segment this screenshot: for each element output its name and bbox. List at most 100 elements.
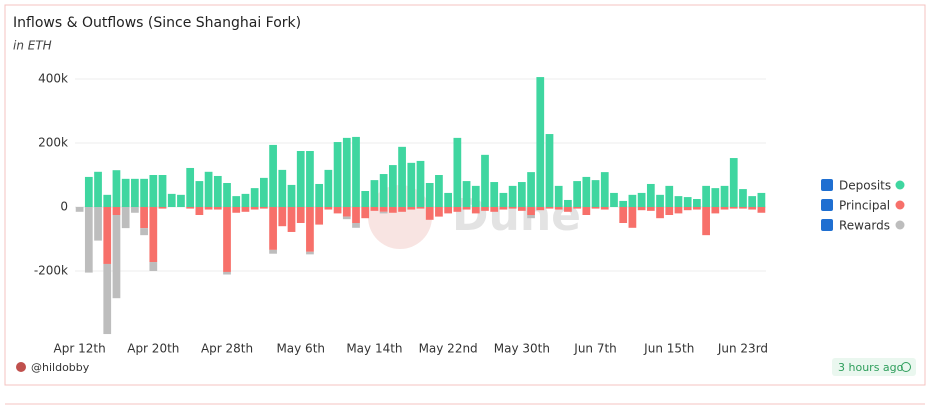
bar — [324, 169, 333, 207]
legend-swatch — [895, 200, 905, 210]
bar — [490, 207, 499, 212]
x-tick-label: May 22nd — [419, 342, 478, 356]
bar — [379, 207, 388, 212]
bar — [554, 207, 563, 210]
bar — [517, 182, 526, 207]
author: @hildobby — [31, 361, 90, 374]
bar — [388, 165, 397, 207]
bar — [739, 207, 747, 209]
bar — [370, 180, 379, 207]
bar — [656, 194, 664, 207]
bar — [637, 207, 646, 211]
bar — [453, 137, 462, 207]
bar — [306, 207, 314, 252]
bar — [250, 207, 259, 210]
legend-swatch — [895, 180, 905, 190]
bar — [573, 207, 581, 209]
bar — [84, 176, 93, 207]
bar — [177, 194, 185, 207]
updated-badge — [832, 358, 916, 376]
bar — [121, 207, 130, 229]
bar — [250, 188, 259, 207]
bar — [665, 185, 674, 207]
bar — [112, 170, 121, 207]
bar — [646, 183, 655, 207]
bar — [527, 172, 535, 207]
bar — [591, 180, 600, 207]
bar — [223, 271, 231, 275]
bar — [149, 175, 158, 207]
x-tick-label: Jun 15th — [643, 342, 694, 356]
y-tick-label: 200k — [38, 136, 68, 150]
x-tick-label: May 30th — [494, 342, 550, 356]
bar — [84, 207, 93, 273]
bar — [269, 207, 277, 250]
bar — [342, 207, 351, 217]
bar — [158, 207, 167, 209]
legend-checkbox — [821, 219, 833, 231]
bar — [195, 181, 204, 207]
bar — [425, 207, 434, 220]
bar — [416, 207, 425, 209]
bar — [223, 207, 231, 272]
bar — [103, 207, 112, 264]
bar — [407, 207, 416, 210]
bar — [370, 207, 379, 211]
bar — [140, 207, 148, 229]
x-tick-label: Apr 12th — [54, 342, 106, 356]
bar — [352, 207, 360, 223]
bar — [278, 169, 287, 207]
bar — [435, 175, 443, 207]
bar — [287, 184, 296, 207]
bar — [352, 136, 360, 207]
bar — [94, 171, 102, 207]
bar — [213, 207, 222, 210]
bar — [757, 192, 766, 207]
bar — [398, 207, 406, 212]
bar — [757, 207, 766, 213]
chart-subtitle: in ETH — [13, 39, 52, 53]
bar — [683, 207, 692, 211]
bar — [407, 162, 416, 207]
bar — [683, 197, 692, 207]
y-tick-label: 0 — [60, 200, 68, 214]
bar — [269, 144, 277, 207]
bar — [167, 193, 176, 207]
bar — [149, 207, 158, 263]
bar — [711, 188, 720, 207]
bar — [637, 192, 646, 207]
legend-label: Deposits — [839, 179, 891, 193]
bar — [582, 176, 591, 207]
bar — [333, 142, 342, 207]
bar — [748, 196, 757, 207]
x-tick-label: May 14th — [346, 342, 402, 356]
bar — [269, 249, 277, 254]
bar — [186, 167, 195, 207]
y-tick-label: -200k — [34, 264, 68, 278]
legend: Deposits Principal Rewards — [821, 179, 905, 233]
bar — [435, 207, 443, 217]
bar — [315, 183, 324, 207]
bar — [204, 207, 213, 210]
bar — [342, 216, 351, 220]
bar — [481, 154, 489, 207]
bar — [693, 207, 701, 210]
bar — [471, 185, 480, 207]
bar — [729, 158, 738, 207]
bar — [720, 207, 729, 210]
bar — [573, 181, 581, 207]
legend-checkbox — [821, 179, 833, 191]
bar — [204, 171, 213, 207]
bar — [444, 207, 453, 214]
bar — [416, 160, 425, 207]
bar — [462, 207, 471, 210]
bar — [619, 207, 628, 223]
bar — [619, 200, 628, 207]
bar — [306, 251, 314, 255]
bar — [702, 185, 710, 207]
bar — [527, 207, 535, 215]
bar — [241, 207, 250, 212]
bar — [481, 207, 489, 211]
bar — [499, 192, 508, 207]
bar — [149, 262, 158, 271]
